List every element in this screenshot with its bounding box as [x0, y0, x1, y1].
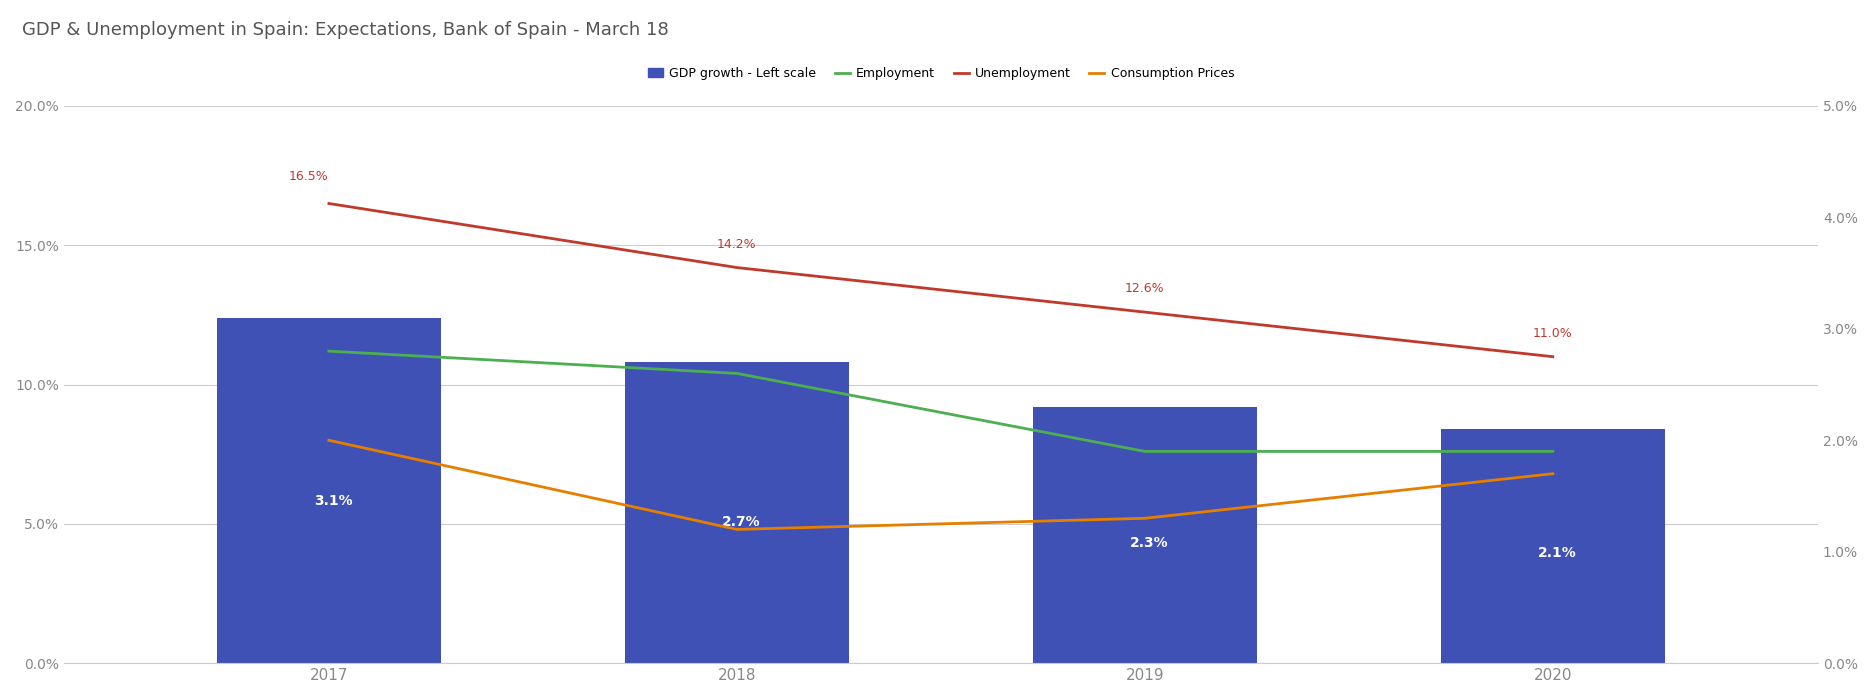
Legend: GDP growth - Left scale, Employment, Unemployment, Consumption Prices: GDP growth - Left scale, Employment, Une…: [642, 62, 1240, 85]
Text: 3.1%: 3.1%: [313, 493, 352, 507]
Bar: [217, 318, 442, 663]
Text: 16.5%: 16.5%: [288, 170, 328, 184]
Text: 14.2%: 14.2%: [717, 238, 757, 251]
Text: 2.7%: 2.7%: [721, 514, 760, 528]
Text: 11.0%: 11.0%: [1532, 327, 1573, 340]
Text: GDP & Unemployment in Spain: Expectations, Bank of Spain - March 18: GDP & Unemployment in Spain: Expectation…: [22, 21, 669, 39]
Text: 2.1%: 2.1%: [1538, 546, 1577, 560]
Text: 2.3%: 2.3%: [1129, 535, 1169, 550]
Bar: [1032, 407, 1257, 663]
Bar: [626, 362, 848, 663]
Text: 12.6%: 12.6%: [1126, 283, 1165, 295]
Bar: [1440, 429, 1665, 663]
